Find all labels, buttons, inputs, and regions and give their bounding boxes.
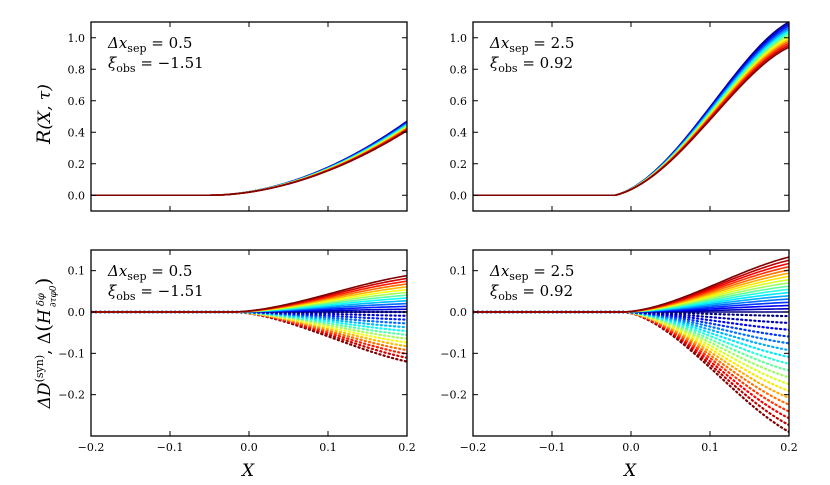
ylabel-bottom-c: H xyxy=(35,308,55,325)
annotation-line-2: ξobs = −1.51 xyxy=(108,54,204,75)
y-tick-label: −0.1 xyxy=(58,347,85,360)
curve-11 xyxy=(91,128,407,197)
svg-text:R(X, τ): R(X, τ) xyxy=(33,84,55,145)
ylabel-bottom-b: , Δ xyxy=(35,332,55,355)
x-tick-label: 0.2 xyxy=(398,441,416,454)
series-group xyxy=(473,22,789,197)
dotted-curve-1 xyxy=(91,310,407,359)
y-tick-label: −0.2 xyxy=(440,389,467,402)
y-tick-label: 0.0 xyxy=(68,306,86,319)
y-tick-label: 0.8 xyxy=(450,63,468,76)
y-tick-label: 0.0 xyxy=(450,306,468,319)
curve-4 xyxy=(91,123,407,197)
curve-5 xyxy=(91,124,407,197)
series-group xyxy=(91,274,407,363)
xlabel-left: X xyxy=(240,461,255,481)
curve-13 xyxy=(91,129,407,197)
x-tick-label: 0.0 xyxy=(240,441,258,454)
curve-3 xyxy=(91,122,407,197)
x-tick-label: 0.1 xyxy=(319,441,337,454)
ylabel-bottom-frac-den: ∂τφ0 xyxy=(49,285,59,307)
annotation-line-2: ξobs = 0.92 xyxy=(490,282,573,303)
x-tick-label: −0.1 xyxy=(157,441,184,454)
y-tick-label: −0.2 xyxy=(58,389,85,402)
x-tick-label: 0.1 xyxy=(701,441,719,454)
annotation-line-1: Δxsep = 0.5 xyxy=(107,262,192,283)
curve-12 xyxy=(91,129,407,197)
y-tick-label: 0.1 xyxy=(450,265,468,278)
x-tick-label: 0.2 xyxy=(780,441,798,454)
y-tick-label: 1.0 xyxy=(450,32,468,45)
ylabel-bottom-a-sup: (syn) xyxy=(33,355,46,383)
curve-0 xyxy=(91,120,407,197)
ylabel-top: R(X, τ) xyxy=(33,84,55,145)
annotation-line-2: ξobs = 0.92 xyxy=(490,54,573,75)
x-tick-label: −0.1 xyxy=(539,441,566,454)
y-tick-label: −0.1 xyxy=(440,347,467,360)
svg-text:ΔD(syn), Δ(Hδφ∂τφ0): ΔD(syn), Δ(Hδφ ∂τφ0) xyxy=(31,278,59,410)
dotted-curve-2 xyxy=(473,310,789,420)
solid-curve-13 xyxy=(91,274,407,313)
y-tick-label: 1.0 xyxy=(68,32,86,45)
annotation-line-1: Δxsep = 0.5 xyxy=(107,34,192,55)
y-tick-label: 0.6 xyxy=(450,95,468,108)
solid-curve-17 xyxy=(473,256,789,313)
dotted-curve-3 xyxy=(473,310,789,413)
ylabel-top-args: (X, τ) xyxy=(35,84,55,130)
x-tick-label: −0.2 xyxy=(460,441,487,454)
curve-2 xyxy=(91,122,407,197)
curve-8 xyxy=(91,126,407,197)
x-tick-label: 0.0 xyxy=(622,441,640,454)
y-tick-label: 0.2 xyxy=(450,158,468,171)
xlabel-right: X xyxy=(622,461,637,481)
ylabel-bottom-frac-num: δφ xyxy=(36,293,47,306)
series-group xyxy=(91,120,407,197)
curve-13 xyxy=(473,46,789,197)
ylabel-top-main: R xyxy=(33,130,55,145)
panel-bottom-right: −0.2 −0.1 0.0 0.1 0.2 −0.2 −0.1 0.0 0.1 Δxsep = 2… xyxy=(440,249,798,454)
y-tick-label: 0.0 xyxy=(450,189,468,202)
curve-10 xyxy=(91,127,407,197)
y-tick-label: 0.0 xyxy=(68,189,86,202)
y-tick-label: 0.8 xyxy=(68,63,86,76)
y-tick-label: 0.2 xyxy=(68,158,86,171)
ylabel-bottom-a: ΔD xyxy=(35,382,55,409)
series-group xyxy=(473,256,789,433)
annotation-line-1: Δxsep = 2.5 xyxy=(489,262,574,283)
panel-bottom-left: −0.2 −0.1 0.0 0.1 0.2 −0.2 −0.1 0.0 0.1 Δxsep = 0… xyxy=(58,249,416,454)
annotation-line-1: Δxsep = 2.5 xyxy=(489,34,574,55)
y-tick-label: 0.6 xyxy=(68,95,86,108)
curve-1 xyxy=(91,121,407,197)
curve-7 xyxy=(91,125,407,197)
curve-9 xyxy=(91,127,407,197)
x-tick-label: −0.2 xyxy=(78,441,105,454)
y-tick-label: 0.4 xyxy=(450,126,468,139)
y-tick-label: 0.1 xyxy=(68,265,86,278)
annotation-line-2: ξobs = −1.51 xyxy=(108,282,204,303)
ylabel-bottom: ΔD(syn), Δ(Hδφ ∂τφ0) xyxy=(31,278,59,410)
y-tick-label: 0.4 xyxy=(68,126,86,139)
curve-6 xyxy=(91,124,407,197)
